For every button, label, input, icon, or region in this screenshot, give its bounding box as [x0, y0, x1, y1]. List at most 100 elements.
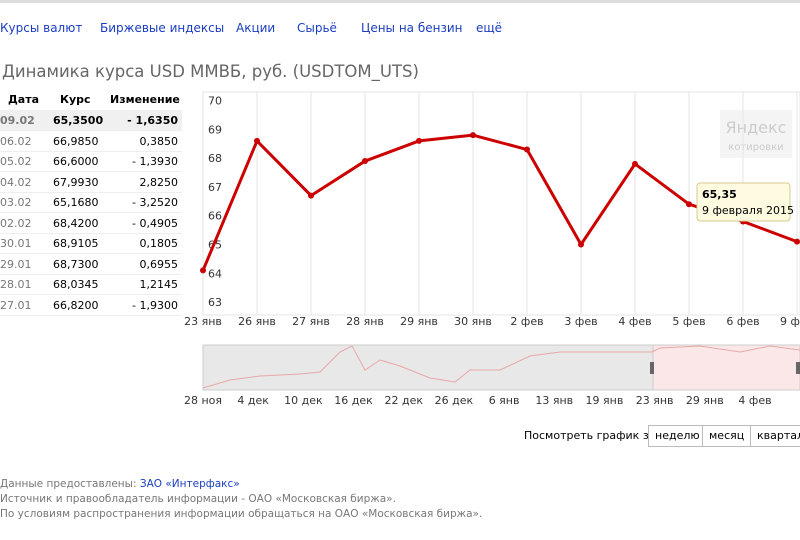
navigator-label: 23 янв	[636, 394, 674, 407]
date-cell: 02.02	[0, 216, 32, 230]
table-header: Изменение	[110, 93, 180, 106]
x-tick-label: 9 ф	[780, 315, 800, 328]
provided: Данные предоставлены: ЗАО «Интерфакс»	[0, 478, 240, 490]
x-tick-label: 30 янв	[454, 315, 492, 328]
change-cell: 1,2145	[139, 278, 179, 291]
logo-sub: котировки	[728, 142, 783, 153]
rate-cell: 65,1680	[53, 196, 99, 209]
data-point	[524, 146, 530, 153]
rate-cell: 66,9850	[53, 134, 99, 148]
date-cell: 29.01	[0, 257, 32, 271]
navigator-label: 4 фев	[738, 394, 771, 407]
x-tick-label: 26 янв	[238, 315, 276, 328]
date-cell: 04.02	[0, 175, 32, 189]
nav-tab[interactable]: Курсы валют	[0, 21, 83, 35]
period-button[interactable]: неделю	[648, 425, 707, 447]
data-point	[200, 267, 206, 274]
table-row-bg	[0, 233, 182, 254]
change-cell: 0,1805	[139, 237, 179, 250]
date-cell: 05.02	[0, 155, 32, 168]
tooltip-value: 65,35	[702, 188, 737, 201]
rate-cell: 65,3500	[53, 114, 104, 127]
navigator-handle	[650, 362, 654, 374]
change-cell: - 1,6350	[127, 114, 178, 127]
data-point	[470, 132, 476, 139]
change-cell: 0,3850	[139, 134, 179, 148]
navigator-line	[202, 345, 800, 389]
rate-cell: 68,7300	[53, 257, 99, 271]
navigator-label: 28 ноя	[184, 394, 222, 407]
date-cell: 28.01	[0, 278, 32, 291]
change-cell: 0,6955	[139, 257, 179, 271]
x-tick-label: 29 янв	[400, 315, 438, 328]
navigator-selected	[652, 344, 800, 391]
logo: Яндекс	[726, 118, 787, 137]
change-cell: - 0,4905	[132, 216, 178, 230]
x-tick-label: 27 янв	[292, 315, 330, 328]
change-cell: - 1,3930	[132, 155, 178, 168]
navigator-label: 4 дек	[237, 394, 269, 407]
navigator-label: 6 янв	[489, 394, 520, 407]
x-tick-label: 2 фев	[510, 315, 543, 328]
navigator-label: 13 янв	[535, 394, 573, 407]
provided-label: Данные предоставлены:	[0, 478, 137, 490]
table-row-bg	[0, 295, 182, 316]
navigator-label: 19 янв	[586, 394, 624, 407]
period-button[interactable]: квартал	[750, 425, 800, 447]
terms: По условиям распространения информации о…	[0, 508, 483, 520]
table-row-bg	[0, 192, 182, 213]
navigator-label: 16 дек	[334, 394, 373, 407]
rate-cell: 67,9930	[53, 175, 99, 189]
nav-tab[interactable]: Сырьё	[297, 21, 337, 35]
source: Источник и правообладатель информации - …	[0, 493, 396, 505]
navigator-label: 10 дек	[284, 394, 323, 407]
x-tick-label: 6 фев	[726, 315, 759, 328]
period-button[interactable]: месяц	[702, 425, 752, 447]
y-tick-label: 67	[208, 181, 222, 194]
tooltip-box	[696, 182, 791, 222]
table-row-bg	[0, 213, 182, 234]
nav-tab[interactable]: Акции	[236, 21, 276, 35]
change-cell: - 3,2520	[132, 196, 178, 209]
nav-tab[interactable]: Биржевые индексы	[100, 21, 225, 35]
logo-bg	[720, 110, 792, 158]
table-row-bg	[0, 274, 182, 295]
y-tick-label: 68	[208, 152, 222, 165]
navigator-label: 22 дек	[384, 394, 423, 407]
data-point	[686, 201, 692, 208]
data-point	[416, 137, 422, 144]
period-label: Посмотреть график за:	[524, 429, 660, 442]
chart: Яндекс котировки 23 янв 26 янв 27 янв 28 ян…	[184, 91, 800, 407]
navigator-handle	[796, 362, 800, 374]
data-point	[308, 192, 314, 199]
top-border	[0, 0, 800, 3]
nav-tab[interactable]: ещё	[476, 21, 503, 35]
date-cell: 03.02	[0, 196, 32, 209]
y-tick-label: 64	[208, 267, 222, 280]
nav-tab[interactable]: Цены на бензин	[361, 21, 463, 35]
data-point	[632, 160, 638, 167]
tooltip-date: 9 февраля 2015	[702, 204, 794, 217]
table-header: Курс	[60, 93, 91, 106]
date-cell: 27.01	[0, 298, 32, 312]
table-row-bg	[0, 172, 182, 193]
y-tick-label: 63	[208, 296, 222, 309]
data-point	[362, 158, 368, 165]
table-row-bg	[0, 110, 182, 131]
navigator-label: 26 дек	[435, 394, 474, 407]
navigator-label: 29 янв	[686, 394, 724, 407]
x-tick-label: 5 фев	[672, 315, 705, 328]
rate-cell: 68,9105	[53, 237, 99, 250]
page-title: Динамика курса USD ММВБ, руб. (USDTOM_UT…	[2, 62, 419, 81]
x-tick-label: 4 фев	[618, 315, 651, 328]
change-cell: - 1,9300	[132, 298, 178, 312]
table-header: Дата	[8, 93, 40, 106]
x-tick-label: 23 янв	[184, 315, 222, 328]
change-cell: 2,8250	[139, 175, 179, 189]
y-tick-label: 66	[208, 210, 222, 223]
date-cell: 30.01	[0, 237, 32, 250]
table-row-bg	[0, 131, 182, 152]
rate-cell: 66,6000	[53, 155, 99, 168]
provider-link[interactable]: ЗАО «Интерфакс»	[139, 478, 240, 490]
